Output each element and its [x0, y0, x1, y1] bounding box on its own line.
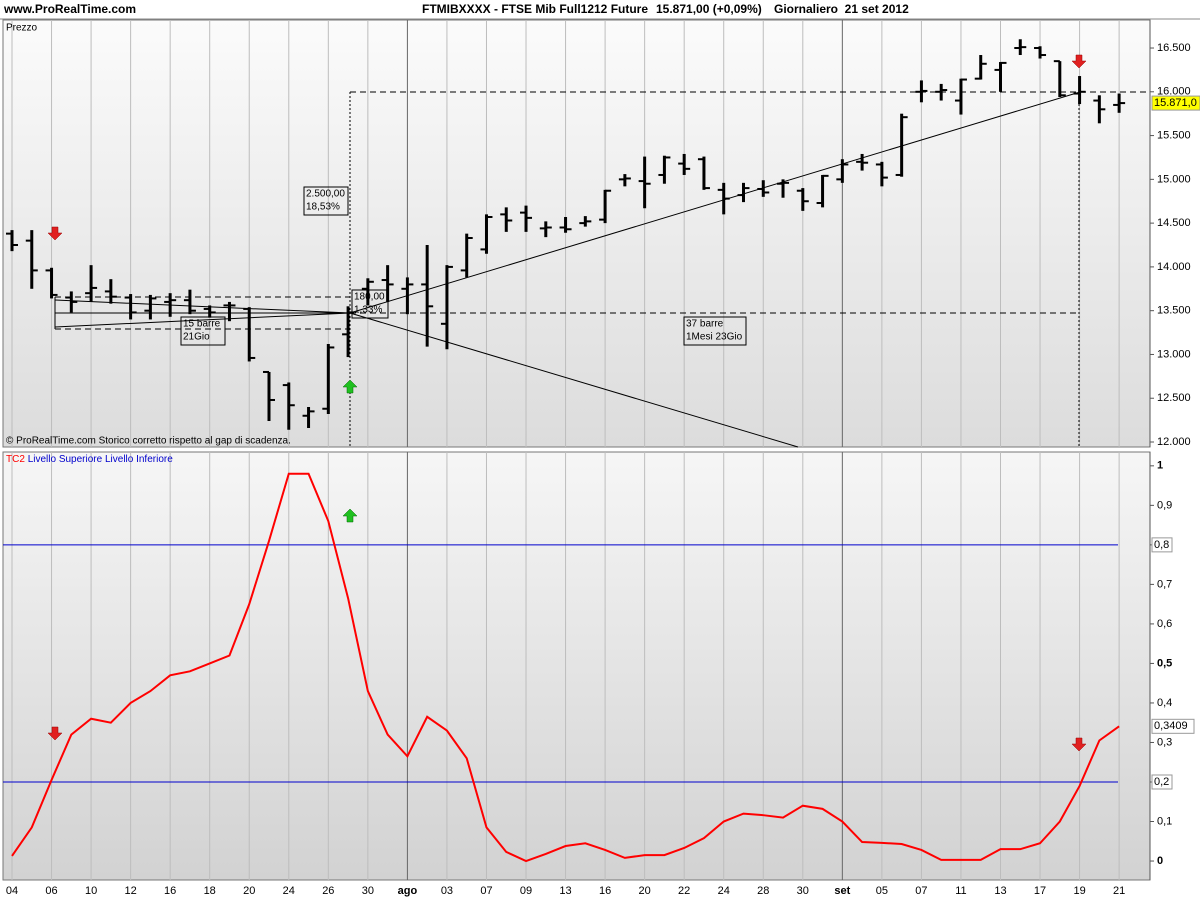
level-label: 0,8 — [1154, 539, 1169, 551]
x-tick-label: 09 — [520, 885, 532, 897]
x-tick-label: 03 — [441, 885, 453, 897]
annotation-box — [303, 186, 349, 216]
y-tick-label: 13.000 — [1157, 348, 1191, 360]
trend-line — [349, 91, 1081, 314]
y-tick-label: 15.500 — [1157, 129, 1191, 141]
x-tick-label: 04 — [6, 885, 18, 897]
marks — [3, 39, 1126, 863]
x-tick-label: 22 — [678, 885, 690, 897]
x-tick-label: 18 — [204, 885, 216, 897]
x-tick-label: 13 — [994, 885, 1006, 897]
axis-label: Prezzo — [6, 23, 38, 34]
instrument: FTMIBXXXX - FTSE Mib Full1212 Future — [422, 2, 648, 16]
x-tick-label: 17 — [1034, 885, 1046, 897]
legend: TC2 Livello Superiore Livello Inferiore — [6, 454, 173, 465]
x-tick-label: 26 — [322, 885, 334, 897]
trend-line — [54, 312, 351, 328]
annotation-box — [180, 316, 226, 346]
annotation-text: 21Gio — [183, 332, 210, 343]
y-tick-label: 0,6 — [1157, 618, 1172, 630]
footnote: © ProRealTime.com Storico corretto rispe… — [6, 436, 291, 447]
x-tick-label: 19 — [1073, 885, 1085, 897]
drawing-tools — [54, 91, 1150, 448]
y-tick-label: 14.000 — [1157, 261, 1191, 273]
trend-line — [349, 312, 799, 448]
indicator-panel — [2, 451, 1151, 881]
x-tick-label: set — [834, 885, 850, 897]
y-tick-label: 15.000 — [1157, 173, 1191, 185]
x-tick-label: 11 — [955, 885, 966, 897]
x-tick-label: 07 — [915, 885, 927, 897]
site-name: www.ProRealTime.com — [3, 2, 136, 16]
level-box — [1151, 774, 1173, 790]
x-tick-label: 12 — [124, 885, 136, 897]
last-value-box — [1151, 718, 1195, 734]
x-tick-label: 28 — [757, 885, 769, 897]
sell-arrow — [47, 226, 63, 241]
x-tick-label: 24 — [283, 885, 295, 897]
x-tick-label: ago — [398, 885, 418, 897]
quote: 15.871,00 (+0,09%) — [656, 2, 762, 16]
trend-line — [54, 299, 351, 314]
last-value-label: 0,3409 — [1154, 720, 1188, 732]
y-tick-label: 0,5 — [1157, 657, 1172, 669]
x-tick-label: 07 — [480, 885, 492, 897]
y-tick-label: 12.500 — [1157, 392, 1191, 404]
last-price-label: 15.871,0 — [1154, 97, 1197, 109]
price-panel — [2, 19, 1151, 448]
annotation-box — [683, 316, 747, 346]
level-box — [1151, 537, 1173, 553]
y-tick-label: 0,4 — [1157, 697, 1172, 709]
y-tick-label: 0,3 — [1157, 736, 1172, 748]
x-tick-label: 16 — [164, 885, 176, 897]
legend-entry: TC2 — [6, 454, 25, 465]
annotation-text: 18,53% — [306, 202, 340, 213]
x-tick-label: 20 — [243, 885, 255, 897]
x-tick-label: 06 — [45, 885, 57, 897]
y-tick-label: 0,7 — [1157, 578, 1172, 590]
x-tick-label: 16 — [599, 885, 611, 897]
annotation-text: 37 barre — [686, 319, 724, 330]
y-tick-label: 13.500 — [1157, 305, 1191, 317]
x-tick-label: 30 — [362, 885, 374, 897]
y-tick-label: 0 — [1157, 855, 1163, 867]
x-tick-label: 21 — [1113, 885, 1125, 897]
annotation-text: 180,00 — [354, 292, 385, 303]
indicator-line — [11, 472, 1120, 863]
sell-arrow — [47, 726, 63, 741]
x-tick-label: 13 — [559, 885, 571, 897]
period: Giornaliero 21 set 2012 — [774, 2, 909, 16]
y-tick-label: 16.500 — [1157, 42, 1191, 54]
x-tick-label: 30 — [797, 885, 809, 897]
buy-arrow — [342, 508, 358, 523]
annotation-text: 2.500,00 — [306, 189, 345, 200]
annotation-box — [351, 289, 389, 319]
last-price-box — [1151, 95, 1200, 111]
x-tick-label: 24 — [718, 885, 730, 897]
y-tick-label: 1 — [1157, 460, 1163, 472]
y-tick-label: 0,9 — [1157, 499, 1172, 511]
y-tick-label: 16.000 — [1157, 86, 1191, 98]
signal-arrows — [47, 54, 1087, 752]
header-bar — [0, 0, 1200, 19]
annotation-text: 1Mesi 23Gio — [686, 332, 743, 343]
x-tick-label: 05 — [876, 885, 888, 897]
legend-entry: Livello Inferiore — [105, 454, 173, 465]
level-label: 0,2 — [1154, 776, 1169, 788]
legend-entry: Livello Superiore — [28, 454, 103, 465]
y-tick-label: 12.000 — [1157, 436, 1191, 448]
annotation-text: 1,33% — [354, 305, 382, 316]
x-tick-label: 20 — [639, 885, 651, 897]
sell-arrow — [1071, 737, 1087, 752]
y-tick-label: 0,1 — [1157, 815, 1172, 827]
buy-arrow — [342, 379, 358, 394]
annotation-text: 15 barre — [183, 319, 221, 330]
sell-arrow — [1071, 54, 1087, 69]
y-tick-label: 14.500 — [1157, 217, 1191, 229]
x-tick-label: 10 — [85, 885, 97, 897]
